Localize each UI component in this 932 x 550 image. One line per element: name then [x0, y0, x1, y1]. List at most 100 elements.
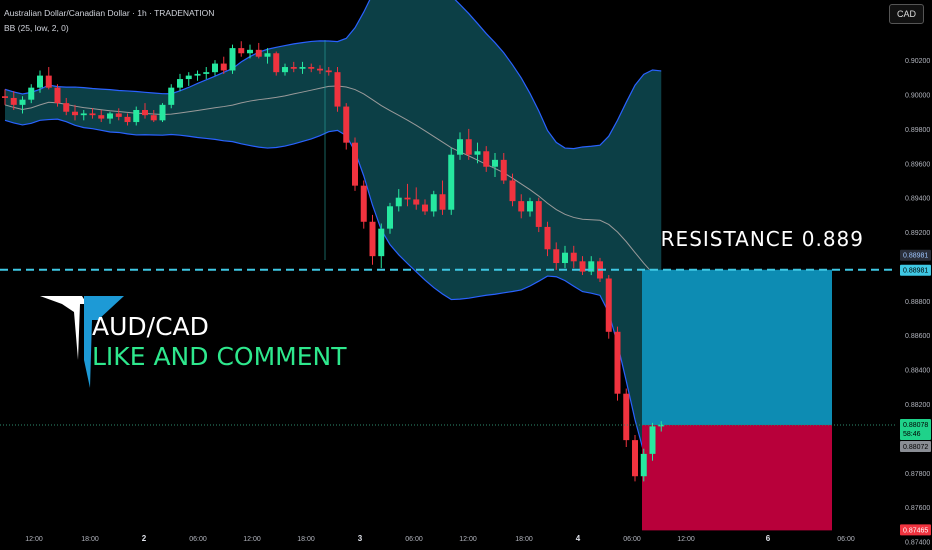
candle: [334, 67, 341, 112]
candle: [107, 111, 113, 124]
y-tick-label: 0.87800: [905, 471, 930, 478]
y-tick-label: 0.88200: [905, 402, 930, 409]
candle: [220, 56, 227, 74]
x-tick-label: 4: [576, 534, 581, 543]
candle-body: [317, 68, 323, 71]
y-tick-label: 0.89200: [905, 230, 930, 237]
x-tick-label: 18:00: [297, 536, 315, 543]
candle: [308, 63, 315, 73]
y-tick-label: 0.87400: [905, 540, 930, 547]
candle: [404, 183, 411, 207]
candle-body: [290, 67, 297, 69]
candle-body: [465, 139, 472, 155]
candle: [632, 434, 638, 482]
candle: [439, 180, 446, 215]
bollinger-band: [4, 0, 662, 493]
candle: [623, 388, 630, 447]
candle-body: [19, 99, 26, 105]
brand-logo: [40, 296, 124, 388]
candle: [168, 84, 175, 109]
candle: [54, 84, 61, 107]
candle: [588, 256, 595, 276]
candle: [422, 199, 428, 215]
x-tick-label: 12:00: [25, 536, 43, 543]
candle: [273, 51, 280, 76]
candle: [614, 326, 621, 401]
candle-body: [54, 87, 61, 104]
candle-body: [553, 249, 560, 264]
stop-badge: 0.87465: [900, 524, 931, 536]
last-grey-badge-box: [900, 440, 931, 452]
band-basis-line: [4, 85, 662, 282]
stop-zone: [642, 424, 832, 531]
candle-body: [10, 97, 17, 105]
candle-body: [150, 115, 157, 121]
candle-body: [649, 426, 656, 454]
candle-body: [194, 73, 201, 76]
y-tick-label: 0.89400: [905, 196, 930, 203]
candle: [124, 113, 131, 126]
candle: [2, 89, 8, 105]
last-price-badge-box: [900, 418, 931, 440]
candle-body: [343, 106, 350, 143]
candle-body: [562, 252, 568, 264]
candle-body: [255, 49, 262, 57]
candle-body: [299, 67, 306, 69]
candle-body: [89, 113, 96, 116]
candle: [212, 60, 218, 76]
candle: [142, 103, 148, 119]
candle-body: [185, 75, 192, 80]
candle-body: [422, 204, 428, 212]
candle-body: [282, 67, 288, 73]
candle-body: [37, 75, 43, 88]
resistance-badge-text: 0.88981: [903, 268, 928, 275]
candle-body: [360, 185, 367, 222]
x-tick-label: 3: [358, 534, 363, 543]
candle: [448, 147, 455, 215]
indicator-legend[interactable]: BB (25, low, 2, 0): [4, 23, 69, 33]
candle: [658, 421, 665, 432]
candle: [28, 84, 35, 104]
candle: [159, 103, 166, 123]
candle-body: [509, 180, 516, 202]
candle-body: [544, 226, 551, 250]
candle: [343, 103, 350, 150]
candle-body: [369, 221, 376, 257]
x-tick-label: 12:00: [243, 536, 261, 543]
candle-body: [395, 197, 402, 207]
candle: [185, 72, 192, 86]
candle-body: [133, 110, 140, 123]
chart-title: Australian Dollar/Canadian Dollar · 1h ·…: [4, 8, 215, 18]
candle: [378, 223, 385, 269]
x-tick-label: 06:00: [405, 536, 423, 543]
candle-body: [334, 72, 341, 107]
candle: [605, 275, 612, 339]
candle: [553, 242, 560, 270]
currency-button[interactable]: CAD: [888, 4, 924, 24]
cta-label: LIKE AND COMMENT: [92, 342, 347, 371]
candle: [37, 70, 43, 93]
candle-body: [570, 252, 577, 262]
candle: [570, 245, 577, 269]
candle: [290, 61, 297, 73]
candle: [282, 63, 288, 76]
candle-body: [203, 72, 210, 74]
last-price-badge-text: 58:46: [903, 431, 921, 438]
resistance-badge: 0.88981: [900, 264, 931, 276]
resistance-badge-upper-text: 0.88981: [903, 253, 928, 260]
candle: [63, 97, 70, 116]
x-tick-label: 06:00: [837, 536, 855, 543]
candle: [264, 48, 271, 64]
candle-body: [115, 113, 122, 117]
candle: [387, 202, 393, 234]
candle: [10, 91, 17, 111]
x-tick-label: 12:00: [677, 536, 695, 543]
stop-badge-box: [900, 524, 931, 536]
candle-body: [632, 440, 638, 477]
candle: [360, 180, 367, 229]
last-grey-badge-text: 0.88072: [903, 444, 928, 451]
x-tick-label: 2: [142, 534, 147, 543]
candle-body: [413, 199, 420, 205]
candle-body: [448, 154, 455, 210]
